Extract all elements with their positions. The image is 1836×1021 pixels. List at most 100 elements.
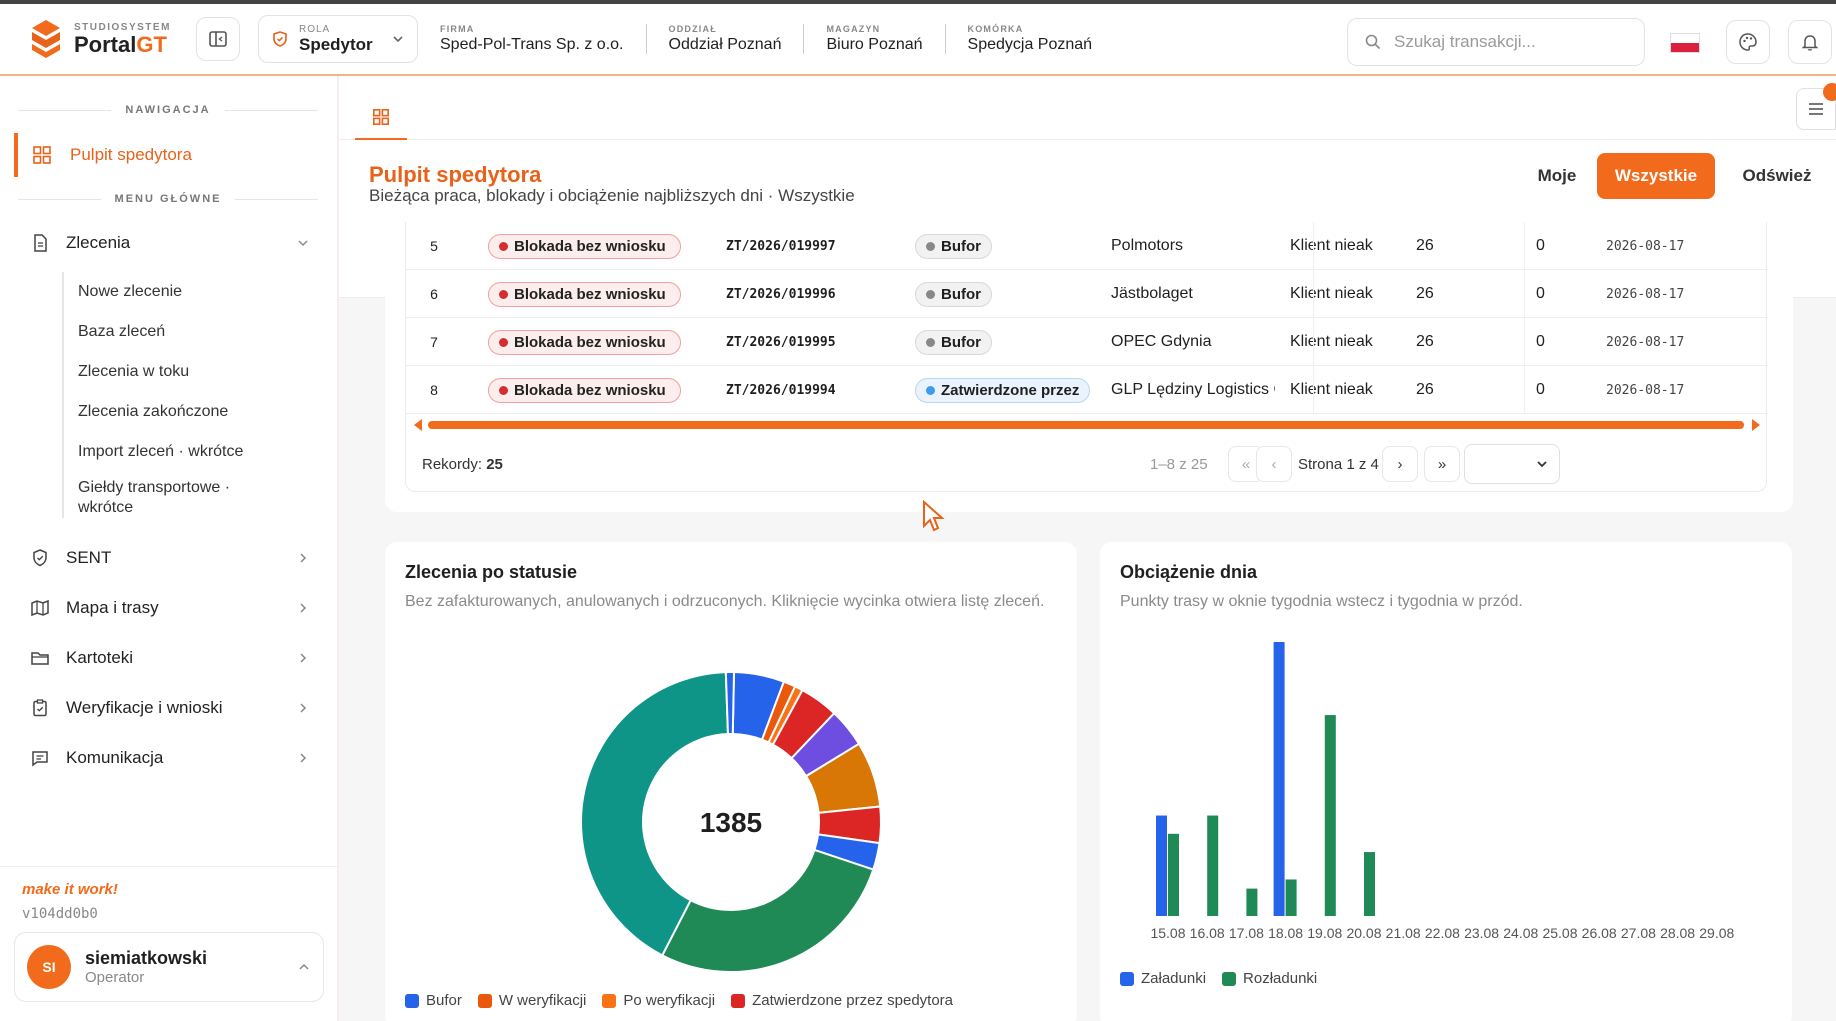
nav-section-label: NAWIGACJA bbox=[0, 104, 338, 116]
x-tick-label: 17.08 bbox=[1229, 925, 1264, 941]
cell-info: KOMÓRKA Spedycja Poznań bbox=[967, 24, 1093, 53]
avatar: SI bbox=[27, 945, 71, 989]
last-page-button[interactable]: » bbox=[1424, 446, 1460, 482]
table-row[interactable]: 8 Blokada bez wniosku ZT/2026/019994 Zat… bbox=[406, 366, 1768, 414]
legend-item[interactable]: Rozładunki bbox=[1222, 970, 1317, 987]
x-tick-label: 28.08 bbox=[1660, 925, 1695, 941]
grid-icon bbox=[33, 146, 51, 164]
company-info: FIRMA Sped-Pol-Trans Sp. z o.o. bbox=[440, 24, 647, 54]
sidebar-subitem-gieldy[interactable]: Giełdy transportowe · wkrótce bbox=[78, 479, 231, 516]
daily-load-card: Obciążenie dnia Punkty trasy w oknie tyg… bbox=[1100, 542, 1792, 1021]
document-icon bbox=[34, 234, 47, 252]
language-flag-pl[interactable] bbox=[1670, 33, 1700, 53]
sidebar-item-sent[interactable]: SENT bbox=[30, 538, 310, 578]
user-name: siemiatkowski bbox=[85, 948, 208, 968]
table-row[interactable]: 6 Blokada bez wniosku ZT/2026/019996 Buf… bbox=[406, 270, 1768, 318]
chevron-right-icon bbox=[300, 753, 307, 763]
next-page-button[interactable]: › bbox=[1382, 446, 1418, 482]
menu-section-label: MENU GŁÓWNE bbox=[0, 193, 338, 205]
donut-slice[interactable] bbox=[660, 848, 875, 973]
filter-moje-button[interactable]: Moje bbox=[1537, 166, 1577, 185]
x-tick-label: 24.08 bbox=[1503, 925, 1538, 941]
role-label: ROLA bbox=[299, 23, 331, 35]
sidebar-item-label: Pulpit spedytora bbox=[70, 145, 192, 164]
user-role: Operator bbox=[85, 969, 145, 986]
sidebar-item-kartoteki[interactable]: Kartoteki bbox=[30, 638, 310, 678]
sidebar-subitem-nowe[interactable]: Nowe zlecenie bbox=[78, 283, 183, 300]
scroll-left-icon[interactable] bbox=[414, 419, 422, 431]
bar-rozladunki[interactable] bbox=[1246, 888, 1258, 916]
x-tick-label: 22.08 bbox=[1425, 925, 1460, 941]
sidebar-item-zlecenia[interactable]: Zlecenia bbox=[30, 223, 310, 263]
chevron-right-icon bbox=[300, 653, 307, 663]
sidebar-toggle-icon bbox=[209, 31, 227, 47]
role-selector[interactable]: ROLA Spedytor bbox=[258, 15, 418, 63]
donut-slice[interactable] bbox=[580, 671, 730, 957]
bar-rozladunki[interactable] bbox=[1168, 833, 1179, 916]
menu-button[interactable] bbox=[1796, 83, 1836, 130]
search-input[interactable]: Szukaj transakcji... bbox=[1347, 18, 1645, 66]
donut-slice[interactable] bbox=[724, 671, 736, 736]
bar-rozladunki[interactable] bbox=[1324, 715, 1336, 916]
x-tick-label: 21.08 bbox=[1386, 925, 1421, 941]
prev-page-button[interactable]: ‹ bbox=[1256, 446, 1292, 482]
x-tick-label: 27.08 bbox=[1621, 925, 1656, 941]
sidebar-item-pulpit[interactable]: Pulpit spedytora bbox=[14, 133, 324, 177]
theme-button[interactable] bbox=[1726, 20, 1770, 64]
sidebar-item-weryfikacje[interactable]: Weryfikacje i wnioski bbox=[30, 688, 310, 728]
bar-zaladunki[interactable] bbox=[1273, 642, 1285, 916]
shield-check-icon bbox=[33, 549, 47, 567]
chevron-right-icon bbox=[300, 703, 307, 713]
orders-table: 5 Blokada bez wniosku ZT/2026/019997 Buf… bbox=[405, 222, 1768, 492]
x-tick-label: 23.08 bbox=[1464, 925, 1499, 941]
table-row[interactable]: 7 Blokada bez wniosku ZT/2026/019995 Buf… bbox=[406, 318, 1768, 366]
palette-icon bbox=[1739, 33, 1757, 51]
horizontal-scrollbar[interactable] bbox=[414, 418, 1760, 432]
refresh-button[interactable]: Odśwież bbox=[1742, 166, 1812, 185]
bar-rozladunki[interactable] bbox=[1207, 815, 1219, 916]
branch-info: ODDZIAŁ Oddział Poznań bbox=[669, 24, 805, 54]
chevron-down-icon bbox=[298, 240, 308, 247]
user-card[interactable]: SI siemiatkowski Operator bbox=[14, 932, 324, 1002]
sidebar-item-mapa[interactable]: Mapa i trasy bbox=[30, 588, 310, 628]
bar-rozladunki[interactable] bbox=[1364, 852, 1375, 916]
sidebar-subitem-w-toku[interactable]: Zlecenia w toku bbox=[78, 363, 190, 380]
sidebar-subitem-zakonczone[interactable]: Zlecenia zakończone bbox=[78, 403, 229, 420]
records-count: Rekordy: 25 bbox=[422, 456, 503, 473]
x-tick-label: 25.08 bbox=[1542, 925, 1577, 941]
page-size-select[interactable] bbox=[1464, 444, 1560, 484]
top-bar: STUDIOSYSTEM PortalGT ROLA Spedytor FIRM… bbox=[0, 0, 1836, 76]
zlecenia-submenu: Nowe zlecenie Baza zleceń Zlecenia w tok… bbox=[62, 272, 258, 518]
scroll-right-icon[interactable] bbox=[1752, 419, 1760, 431]
legend-item[interactable]: Po weryfikacji bbox=[602, 992, 715, 1009]
x-tick-label: 26.08 bbox=[1582, 925, 1617, 941]
filter-wszystkie-button[interactable]: Wszystkie bbox=[1597, 153, 1715, 199]
legend-item[interactable]: Załadunki bbox=[1120, 970, 1206, 987]
bell-icon bbox=[1801, 35, 1819, 51]
sidebar: NAWIGACJA Pulpit spedytora MENU GŁÓWNE Z… bbox=[0, 76, 338, 1021]
scrollbar-thumb[interactable] bbox=[428, 421, 1744, 429]
notifications-button[interactable] bbox=[1788, 20, 1832, 64]
brand-name: PortalGT bbox=[74, 31, 167, 57]
sidebar-item-komunikacja[interactable]: Komunikacja bbox=[30, 738, 310, 778]
bar-zaladunki[interactable] bbox=[1156, 815, 1167, 916]
sidebar-subitem-import[interactable]: Import zleceń · wkrótce bbox=[78, 443, 244, 460]
x-tick-label: 18.08 bbox=[1268, 925, 1303, 941]
chevron-up-icon bbox=[299, 963, 309, 970]
x-tick-label: 29.08 bbox=[1699, 925, 1734, 941]
sidebar-toggle-button[interactable] bbox=[196, 17, 240, 61]
bar-rozladunki[interactable] bbox=[1285, 879, 1297, 916]
hamburger-icon bbox=[1809, 103, 1823, 115]
tab-dashboard[interactable] bbox=[355, 96, 407, 140]
shield-icon bbox=[273, 31, 287, 47]
brand-logo[interactable]: STUDIOSYSTEM PortalGT bbox=[28, 18, 196, 60]
legend-item[interactable]: Bufor bbox=[405, 992, 462, 1009]
legend-item[interactable]: W weryfikacji bbox=[477, 992, 586, 1009]
legend-item[interactable]: Zatwierdzone przez spedytora bbox=[731, 992, 953, 1009]
search-placeholder: Szukaj transakcji... bbox=[1394, 32, 1536, 51]
sidebar-footer: make it work! v104dd0b0 SI siemiatkowski… bbox=[0, 866, 338, 1016]
status-donut-chart[interactable] bbox=[571, 662, 891, 982]
sidebar-subitem-baza[interactable]: Baza zleceń bbox=[78, 323, 166, 340]
table-row[interactable]: 5 Blokada bez wniosku ZT/2026/019997 Buf… bbox=[406, 222, 1768, 270]
x-tick-label: 15.08 bbox=[1150, 925, 1185, 941]
